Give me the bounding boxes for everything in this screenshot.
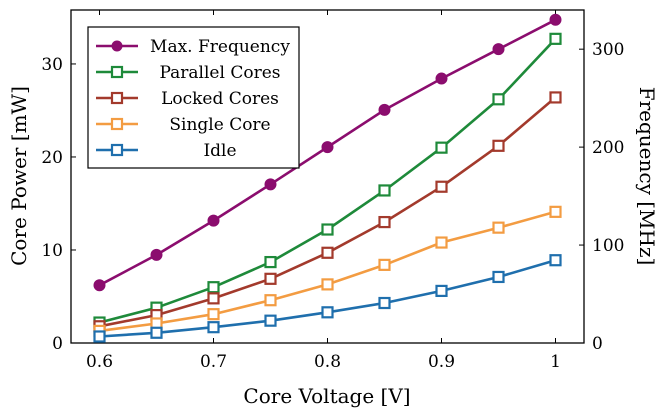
data-point (321, 246, 334, 259)
legend-label: Max. Frequency (150, 37, 290, 57)
y-axis-label: Core Power [mW] (7, 86, 31, 266)
series-parallel-cores (93, 32, 562, 329)
legend-item: Locked Cores (96, 89, 279, 109)
y-tick-label: 10 (41, 241, 63, 261)
data-point (93, 330, 106, 343)
data-point (549, 13, 562, 26)
legend-item: Single Core (96, 115, 271, 135)
data-point (378, 258, 391, 271)
y-tick-label: 30 (41, 55, 63, 75)
series-layer (93, 13, 562, 343)
data-point (378, 296, 391, 310)
legend-label: Single Core (169, 115, 270, 135)
data-point (207, 321, 220, 334)
data-point (492, 43, 505, 56)
legend-item: Idle (96, 141, 237, 161)
legend-item: Parallel Cores (96, 63, 281, 83)
data-point (492, 221, 505, 234)
x-tick-label: 1 (550, 352, 561, 372)
legend-swatch-marker (110, 65, 124, 79)
series-line (99, 258, 556, 338)
data-point (321, 223, 334, 236)
data-point (435, 72, 448, 85)
legend-label: Parallel Cores (159, 63, 280, 83)
x-axis-label: Core Voltage [V] (243, 384, 410, 408)
data-point (321, 278, 334, 291)
data-point (264, 294, 277, 307)
data-point (321, 306, 334, 319)
y2-axis-label: Frequency [MHz] (635, 87, 655, 266)
data-point (435, 141, 448, 154)
legend-swatch-marker (111, 40, 123, 52)
x-tick-label: 0.9 (428, 352, 455, 372)
legend-swatch-marker (110, 143, 124, 157)
data-point (264, 255, 277, 269)
data-point (264, 272, 277, 285)
series-single-core (93, 205, 562, 338)
x-tick-label: 0.8 (314, 352, 341, 372)
y2-tick-label: 200 (592, 138, 624, 158)
data-point (207, 214, 220, 227)
data-point (264, 314, 277, 327)
data-point (378, 184, 391, 197)
legend-label: Idle (203, 141, 236, 161)
y2-tick-label: 100 (592, 236, 624, 256)
legend: Max. Frequency Parallel Cores Locked Cores… (87, 26, 300, 169)
data-point (549, 32, 562, 45)
data-point (264, 178, 277, 191)
legend-label: Locked Cores (161, 89, 279, 109)
y-axis-ticks: 0 10 20 30 (41, 55, 76, 354)
x-tick-label: 0.6 (86, 352, 113, 372)
data-point (549, 91, 562, 104)
x-tick-label: 0.7 (200, 352, 227, 372)
data-point (207, 292, 220, 305)
legend-item: Max. Frequency (96, 37, 290, 57)
y2-tick-label: 0 (592, 334, 603, 354)
data-point (207, 281, 220, 294)
series-max-frequency (93, 13, 562, 292)
data-point (150, 326, 163, 339)
legend-swatch-marker (110, 91, 124, 105)
series-idle (93, 254, 562, 343)
data-point (93, 279, 106, 292)
data-point (150, 248, 163, 261)
data-point (435, 180, 448, 193)
x-axis-ticks: 0.6 0.7 0.8 0.9 1 (86, 10, 561, 372)
data-point (435, 284, 448, 298)
data-point (378, 103, 391, 116)
data-point (492, 139, 505, 152)
data-point (207, 308, 220, 321)
data-point (321, 141, 334, 154)
data-point (492, 93, 505, 106)
data-point (378, 215, 391, 229)
data-point (549, 205, 562, 218)
legend-swatch-marker (110, 117, 124, 131)
y-tick-label: 0 (52, 334, 63, 354)
data-point (549, 254, 562, 267)
y-tick-label: 20 (41, 148, 63, 168)
data-point (435, 236, 448, 249)
data-point (492, 270, 505, 284)
y2-tick-label: 300 (592, 40, 624, 60)
y2-axis-ticks: 0 100 200 300 (579, 40, 624, 354)
